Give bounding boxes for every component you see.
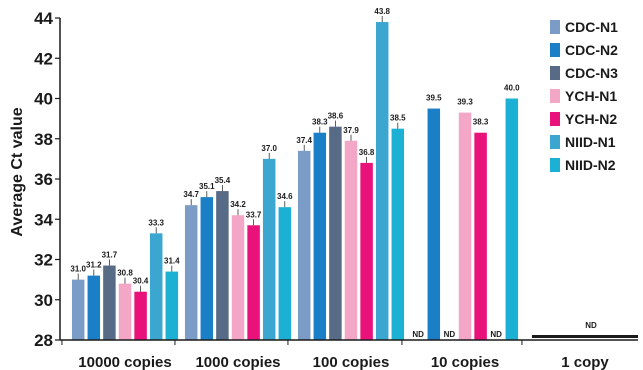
bar [427,108,441,340]
bar [103,265,116,340]
y-tick-label: 40 [34,90,53,109]
bar [474,132,487,340]
y-tick-label: 36 [34,170,53,189]
data-label: 37.9 [343,126,359,135]
nd-label: ND [490,330,502,339]
data-label: 34.7 [183,190,199,199]
x-category-label: 10000 copies [78,354,171,370]
data-label: 39.5 [426,94,442,103]
bar [329,126,342,340]
y-tick-label: 42 [34,49,53,68]
bar [391,128,405,340]
bar [200,197,214,340]
y-tick-label: 44 [34,9,53,28]
bar [505,98,519,340]
legend-entry: YCH-N1 [565,88,617,104]
y-tick-label: 38 [34,130,53,149]
bar [87,275,101,340]
data-label: 43.8 [374,7,390,16]
data-label: 38.3 [473,118,489,127]
data-label: 35.1 [199,182,215,191]
bar [278,207,292,340]
legend-entry: NIID-N2 [565,157,616,173]
legend-entry: YCH-N2 [565,111,617,127]
bar [216,191,229,340]
bar [344,140,358,340]
data-label: 31.7 [102,251,118,260]
bar [247,225,260,340]
bar [149,233,163,340]
nd-label: ND [444,330,456,339]
bar [458,112,472,341]
data-label: 37.4 [296,136,312,145]
data-label: 31.4 [164,257,180,266]
legend-entry: CDC-N2 [565,42,618,58]
data-label: 36.8 [359,148,375,157]
legend-entry: CDC-N3 [565,65,618,81]
y-tick-label: 32 [34,251,53,270]
data-label: 35.4 [215,176,231,185]
y-axis-label: Average Ct value [9,107,26,236]
legend-swatch [550,20,560,34]
bar [165,271,179,340]
x-category-label: 1000 copies [195,354,280,370]
y-tick-label: 30 [34,291,53,310]
bar [360,162,373,340]
bar [375,22,389,341]
data-label: 34.6 [277,192,293,201]
legend-swatch [550,158,560,172]
nd-baseline-bar [531,335,639,338]
data-label: 39.3 [457,98,473,107]
data-label: 33.3 [148,218,164,227]
data-label: 30.8 [117,269,133,278]
data-label: 40.0 [504,84,520,93]
bar [71,279,85,340]
bar [134,291,147,340]
legend: CDC-N1 CDC-N2 CDC-N3 YCH-N1 YCH-N2 NIID-N1 NII… [550,19,618,173]
x-category-label: 10 copies [431,354,499,370]
legend-swatch [550,66,560,80]
x-category-label: 1 copy [561,354,609,370]
y-tick-label: 28 [34,331,53,350]
legend-swatch [550,43,560,57]
x-category-label: 100 copies [313,354,390,370]
bar [313,132,327,340]
data-label: 38.5 [390,114,406,123]
bars-group [71,16,639,341]
data-label: 30.4 [133,277,149,286]
nd-label: ND [412,330,424,339]
legend-entry: NIID-N1 [565,134,616,150]
value-labels-group: 31.0 31.231.7 30.830.4 33.3 31.4 34.735.135.4… [70,7,597,339]
data-label: 34.2 [230,200,246,209]
data-label: 31.0 [70,265,86,274]
legend-swatch [550,112,560,126]
bar [262,158,276,340]
bar [184,205,198,340]
data-label: 38.6 [328,112,344,121]
legend-swatch [550,135,560,149]
bar [118,283,132,340]
data-label: 31.2 [86,261,102,270]
data-label: 38.3 [312,118,328,127]
bar [297,150,311,340]
legend-entry: CDC-N1 [565,19,618,35]
data-label: 37.0 [261,144,277,153]
nd-label: ND [585,321,597,330]
legend-swatch [550,89,560,103]
data-label: 33.7 [246,210,262,219]
y-tick-label: 34 [34,210,53,229]
axes-group: 28 30 32 34 36 38 40 42 44 10000 copies 1000 copie… [34,9,638,370]
bar [231,215,245,340]
